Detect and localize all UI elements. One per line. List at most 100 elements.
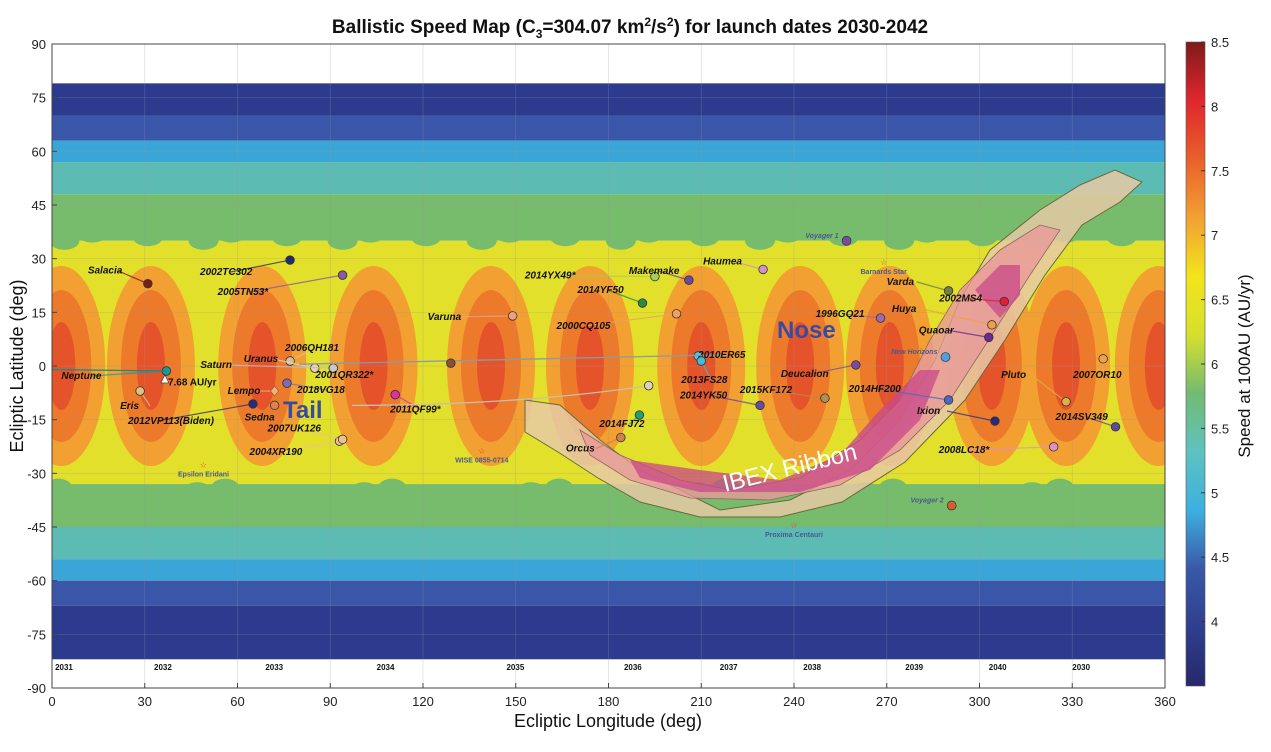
x-tick-label: 360 bbox=[1154, 694, 1176, 709]
star-label: Proxima Centauri bbox=[765, 532, 823, 539]
leader-line bbox=[921, 308, 993, 326]
band-edge bbox=[405, 496, 434, 515]
chart-title: Ballistic Speed Map (C3=304.07 km2/s2) f… bbox=[332, 15, 928, 41]
band-edge bbox=[322, 485, 351, 504]
y-tick-label: -90 bbox=[27, 681, 46, 696]
star-label: Epsilon Eridani bbox=[178, 472, 229, 479]
y-tick-label: 90 bbox=[32, 37, 46, 52]
object-marker bbox=[943, 395, 954, 405]
object-marker bbox=[987, 320, 997, 330]
leader-line bbox=[286, 382, 328, 391]
speed-band bbox=[52, 115, 1165, 141]
object-label: Salacia bbox=[88, 266, 123, 277]
object-label: 2006QH181 bbox=[284, 343, 339, 354]
y-tick-label: 15 bbox=[32, 305, 46, 320]
band-edge bbox=[1101, 492, 1130, 511]
band-edge bbox=[433, 492, 462, 511]
x-tick-label: 0 bbox=[48, 694, 55, 709]
band-edge bbox=[266, 492, 295, 511]
leader-line bbox=[247, 274, 343, 293]
leader-line bbox=[586, 313, 677, 327]
band-edge bbox=[911, 224, 942, 243]
object-label: 2005TN53* bbox=[217, 287, 270, 298]
launch-year-label: 2039 bbox=[905, 663, 923, 672]
speed-lobe-7-7 bbox=[575, 322, 604, 410]
leader-line bbox=[732, 260, 764, 270]
star-icon: ☆ bbox=[200, 461, 207, 470]
object-marker bbox=[643, 380, 654, 391]
launch-year-label: 2032 bbox=[154, 663, 172, 672]
leader-line bbox=[607, 289, 643, 304]
leader-line bbox=[968, 446, 1054, 451]
object-label: Haumea bbox=[703, 256, 742, 267]
object-label: Lempo bbox=[228, 386, 261, 397]
colorbar-tick-label: 5 bbox=[1211, 486, 1218, 501]
leader-line bbox=[554, 274, 655, 278]
band-edge bbox=[550, 228, 581, 247]
x-tick-label: 60 bbox=[230, 694, 244, 709]
x-tick-label: 330 bbox=[1061, 694, 1083, 709]
leader-line bbox=[709, 394, 761, 406]
band-edge bbox=[77, 224, 108, 243]
object-marker bbox=[135, 386, 145, 396]
band-edge bbox=[105, 217, 136, 236]
object-marker bbox=[650, 271, 660, 282]
object-label: 2008LC18* bbox=[938, 445, 991, 456]
object-marker bbox=[1048, 442, 1059, 452]
object-marker bbox=[285, 255, 295, 265]
band-edge bbox=[661, 217, 692, 236]
peak-marker-icon bbox=[160, 374, 170, 384]
object-label: 2001QR322* bbox=[314, 370, 374, 381]
y-tick-label: -15 bbox=[27, 413, 46, 428]
object-marker bbox=[282, 378, 292, 388]
object-label: 2002MS4 bbox=[938, 294, 982, 305]
spacecraft-marker bbox=[841, 235, 852, 246]
colorbar-tick-label: 4 bbox=[1211, 615, 1218, 630]
object-label: 2014YX49* bbox=[524, 271, 577, 282]
x-tick-label: 210 bbox=[690, 694, 712, 709]
leader-line bbox=[91, 370, 167, 377]
band-edge bbox=[52, 231, 80, 250]
object-marker bbox=[990, 416, 1000, 426]
band-edge bbox=[884, 231, 915, 250]
colorbar-tick-label: 8.5 bbox=[1211, 35, 1229, 50]
object-label: 2011QF99* bbox=[389, 405, 442, 416]
colorbar-tick-label: 7 bbox=[1211, 228, 1218, 243]
leader-line bbox=[394, 394, 421, 411]
band-edge bbox=[545, 478, 574, 497]
colorbar-tick-label: 6 bbox=[1211, 357, 1218, 372]
speed-lobe-7-7 bbox=[786, 322, 815, 410]
band-edge bbox=[633, 224, 664, 243]
x-tick-label: 270 bbox=[876, 694, 898, 709]
x-tick-label: 240 bbox=[783, 694, 805, 709]
leader-line bbox=[229, 259, 291, 273]
x-axis-label: Ecliptic Longitude (deg) bbox=[514, 711, 702, 731]
object-label: Ixion bbox=[917, 406, 940, 417]
band-edge bbox=[494, 224, 525, 243]
object-marker bbox=[671, 309, 682, 319]
object-marker bbox=[820, 393, 830, 403]
band-edge bbox=[522, 217, 553, 236]
plot-area bbox=[52, 44, 1165, 688]
leader-line bbox=[1085, 416, 1116, 428]
band-edge bbox=[466, 231, 497, 250]
object-label: Varuna bbox=[428, 312, 462, 323]
star-icon: ☆ bbox=[478, 446, 485, 455]
band-edge bbox=[188, 231, 219, 250]
leader-line bbox=[916, 281, 949, 292]
neptune-track bbox=[52, 368, 167, 372]
object-label: 2010ER65 bbox=[697, 350, 746, 361]
object-marker bbox=[875, 313, 886, 323]
band-edge bbox=[52, 478, 73, 497]
object-label: 2014SV349 bbox=[1055, 412, 1109, 423]
x-tick-label: 30 bbox=[138, 694, 152, 709]
object-marker bbox=[984, 332, 994, 343]
object-label: 2014HF200 bbox=[848, 384, 902, 395]
object-marker bbox=[851, 360, 861, 370]
band-edge bbox=[238, 496, 267, 515]
band-edge bbox=[1106, 228, 1137, 247]
leader-line bbox=[810, 364, 856, 375]
launch-year-label: 2033 bbox=[265, 663, 283, 672]
colorbar: 8.5 8 7.5 7 6.5 6 5.5 5 4.5 4 bbox=[1185, 35, 1229, 687]
